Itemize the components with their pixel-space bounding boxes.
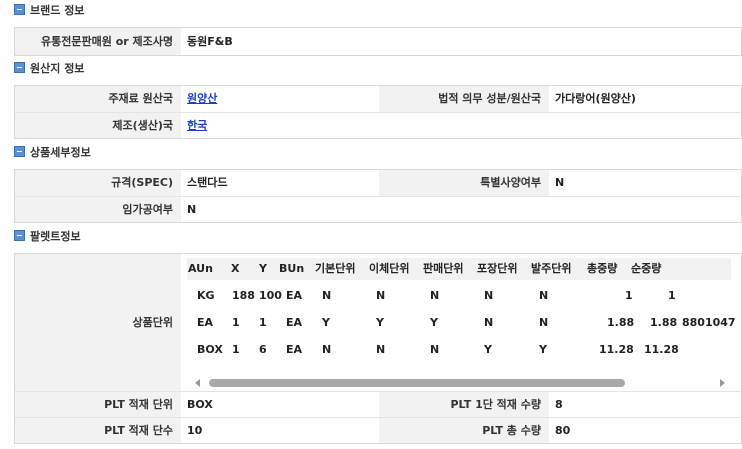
table-header: AUn X Y BUn 기본단위 이체단위 판매단위 포장단위 발주단위 총중량… (187, 258, 731, 280)
brand-label: 유통전문판매원 or 제조사명 (15, 28, 181, 55)
cell: 1 (259, 316, 267, 329)
plt-total-value: 80 (555, 424, 571, 437)
cell: N (376, 343, 386, 356)
legal-origin-label: 법적 의무 성분/원산국 (379, 86, 549, 112)
cell: 1 (668, 289, 676, 302)
section-title-detail[interactable]: 상품세부정보 (14, 145, 91, 161)
special-label: 특별사양여부 (379, 170, 549, 196)
horizontal-scrollbar[interactable] (193, 376, 727, 390)
scrollbar-thumb[interactable] (209, 379, 625, 387)
cell: 1.88 (650, 316, 678, 329)
main-origin-label: 주재료 원산국 (15, 86, 181, 112)
legal-origin-value: 가다랑어(원양산) (555, 92, 636, 105)
cell: 188 (232, 289, 255, 302)
plt-unit-value: BOX (187, 398, 213, 411)
minus-square-icon[interactable] (14, 230, 25, 241)
section-title-brand[interactable]: 브랜드 정보 (14, 3, 84, 19)
pallet-unit-table: AUn X Y BUn 기본단위 이체단위 판매단위 포장단위 발주단위 총중량… (187, 254, 741, 397)
cell: EA (286, 316, 303, 329)
col-order-unit: 발주단위 (531, 262, 572, 275)
cell: N (322, 343, 332, 356)
brand-value: 동원F&B (187, 35, 233, 48)
cell: 1.88 (607, 316, 635, 329)
temp-process-label: 임가공여부 (15, 197, 181, 222)
brand-box: 유통전문판매원 or 제조사명 동원F&B (14, 27, 742, 56)
cell: N (539, 316, 549, 329)
special-value: N (555, 176, 565, 189)
cell: Y (430, 316, 438, 329)
cell: 11.28 (644, 343, 679, 356)
cell: 1 (232, 316, 240, 329)
section-title-pallet[interactable]: 팔렛트정보 (14, 229, 81, 245)
section-title-label: 원산지 정보 (30, 62, 85, 75)
cell: N (376, 289, 386, 302)
temp-process-value: N (187, 203, 197, 216)
plt-tiers-label: PLT 적재 단수 (15, 418, 181, 443)
col-transfer-unit: 이체단위 (369, 262, 410, 275)
made-in-label: 제조(생산)국 (15, 113, 181, 138)
cell: 6 (259, 343, 267, 356)
section-title-label: 상품세부정보 (30, 146, 91, 159)
detail-box: 규격(SPEC) 스탠다드 특별사양여부 N 임가공여부 N (14, 169, 742, 223)
cell: N (430, 289, 440, 302)
section-title-label: 브랜드 정보 (30, 4, 85, 17)
main-origin-link[interactable]: 원양산 (187, 92, 218, 105)
pallet-box: 상품단위 AUn X Y BUn 기본단위 이체단위 판매단위 포장단위 발주단… (14, 253, 742, 444)
minus-square-icon[interactable] (14, 62, 25, 73)
col-bun: BUn (279, 262, 305, 275)
cell: EA (197, 316, 214, 329)
cell: N (539, 289, 549, 302)
col-gross-weight: 총중량 (587, 262, 618, 275)
cell: 1 (625, 289, 633, 302)
section-title-label: 팔렛트정보 (30, 230, 81, 243)
section-title-origin[interactable]: 원산지 정보 (14, 61, 84, 77)
col-pack-unit: 포장단위 (477, 262, 518, 275)
plt-tier-qty-label: PLT 1단 적재 수량 (379, 392, 549, 417)
made-in-link[interactable]: 한국 (187, 119, 208, 132)
plt-unit-label: PLT 적재 단위 (15, 392, 181, 417)
cell: EA (286, 343, 303, 356)
col-sales-unit: 판매단위 (423, 262, 464, 275)
col-base-unit: 기본단위 (315, 262, 356, 275)
origin-box: 주재료 원산국 원양산 법적 의무 성분/원산국 가다랑어(원양산) 제조(생산… (14, 85, 742, 139)
spec-value: 스탠다드 (187, 176, 228, 189)
cell: Y (376, 316, 384, 329)
cell: 100 (259, 289, 282, 302)
arrow-right-icon[interactable] (720, 379, 725, 387)
cell: KG (197, 289, 215, 302)
cell: EA (286, 289, 303, 302)
plt-total-label: PLT 총 수량 (379, 418, 549, 443)
cell: 11.28 (599, 343, 634, 356)
cell: Y (539, 343, 547, 356)
product-unit-label: 상품단위 (15, 254, 181, 391)
minus-square-icon[interactable] (14, 4, 25, 15)
cell: Y (322, 316, 330, 329)
col-aun: AUn (188, 262, 213, 275)
cell: N (484, 289, 494, 302)
cell: BOX (197, 343, 223, 356)
plt-tiers-value: 10 (187, 424, 203, 437)
cell: N (430, 343, 440, 356)
cell: N (484, 316, 494, 329)
minus-square-icon[interactable] (14, 146, 25, 157)
cell: Y (484, 343, 492, 356)
cell: N (322, 289, 332, 302)
cell: 8801047 (682, 316, 736, 329)
col-y: Y (259, 262, 267, 275)
cell: 1 (232, 343, 240, 356)
spec-label: 규격(SPEC) (15, 170, 181, 196)
col-x: X (231, 262, 240, 275)
arrow-left-icon[interactable] (195, 379, 200, 387)
col-net-weight: 순중량 (631, 262, 662, 275)
plt-tier-qty-value: 8 (555, 398, 563, 411)
